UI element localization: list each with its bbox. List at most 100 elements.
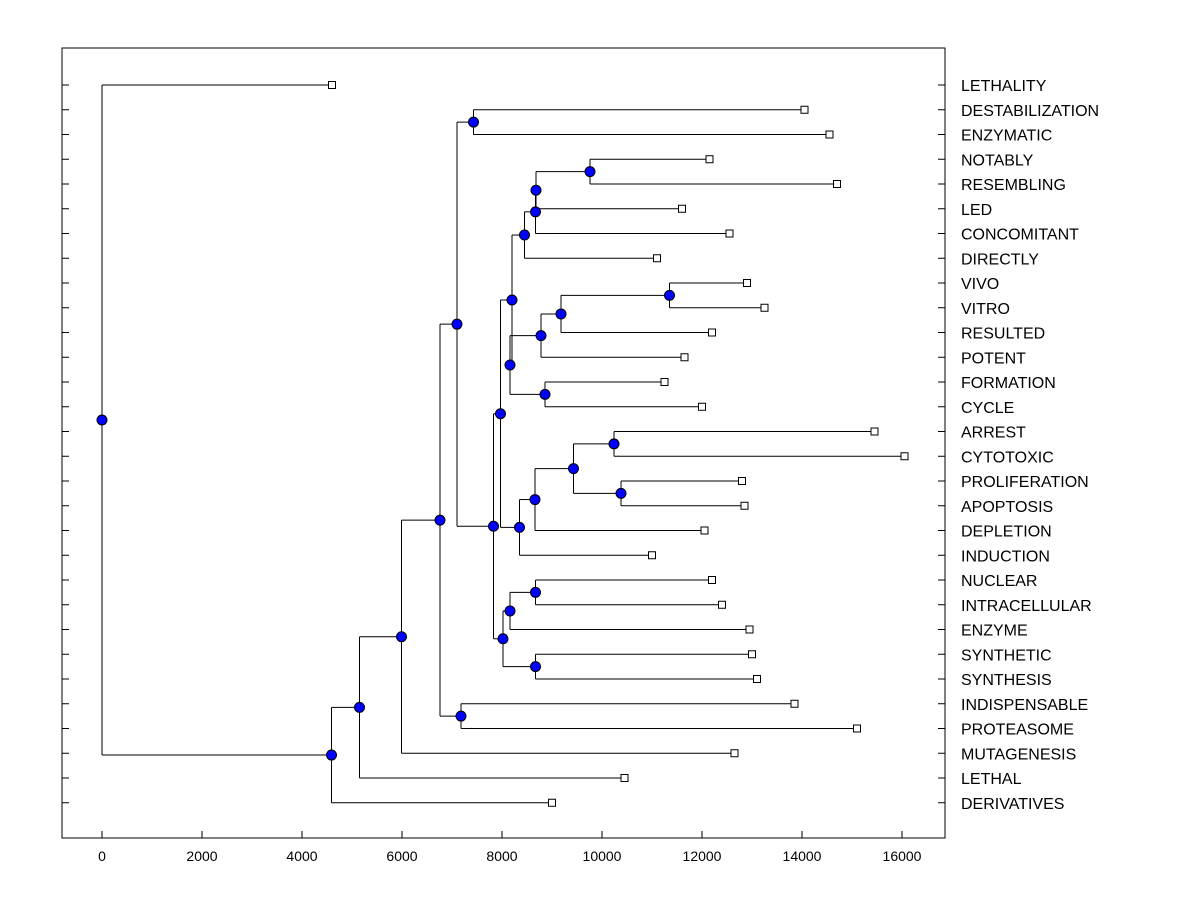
x-tick-label: 6000 [386, 848, 417, 864]
merge-node-n13 [615, 487, 627, 499]
leaf-marker-depletion [700, 526, 709, 535]
x-tick-label: 0 [98, 848, 106, 864]
leaf-marker-notably [705, 155, 714, 164]
leaf-label-resulted: RESULTED [961, 326, 1045, 343]
leaf-label-destabilization: DESTABILIZATION [961, 103, 1099, 120]
leaf-label-notably: NOTABLY [961, 152, 1034, 169]
leaf-label-led: LED [961, 202, 992, 219]
leaf-marker-cycle [698, 402, 706, 411]
merge-node-n21 [497, 633, 509, 645]
leaf-label-enzymatic: ENZYMATIC [961, 128, 1052, 145]
leaf-label-derivatives: DERIVATIVES [961, 796, 1064, 813]
plot-frame [61, 47, 946, 839]
leaf-marker-lethal [620, 774, 629, 782]
leaf-marker-mutagenesis [730, 749, 739, 758]
leaf-label-indispensable: INDISPENSABLE [961, 697, 1088, 714]
leaf-marker-nuclear [708, 576, 716, 584]
merge-node-n11 [506, 294, 518, 306]
leaf-marker-potent [680, 353, 689, 362]
leaf-label-proliferation: PROLIFERATION [961, 474, 1089, 491]
leaf-marker-enzymatic [825, 130, 834, 139]
leaf-marker-proliferation [738, 477, 746, 485]
leaf-marker-arrest [870, 427, 879, 436]
leaf-marker-formation [660, 378, 669, 386]
leaf-marker-lethality [328, 81, 336, 89]
leaf-label-proteasome: PROTEASOME [961, 722, 1074, 739]
merge-node-n28 [326, 749, 337, 761]
merge-node-n4 [530, 206, 541, 218]
leaf-label-lethal: LETHAL [961, 771, 1022, 788]
leaf-label-arrest: ARREST [961, 425, 1026, 442]
merge-node-n3 [530, 184, 542, 196]
merge-node-n29 [96, 414, 108, 426]
leaf-marker-enzyme [745, 625, 754, 634]
merge-node-n8 [535, 330, 547, 342]
axis-ticks: 0 2000 4000 6000 8000 10000 12000 14000 16000 [62, 84, 945, 864]
merge-node-n17 [495, 408, 506, 420]
leaf-marker-destabilization [800, 105, 809, 114]
leaf-marker-resulted [708, 328, 716, 337]
leaf-label-vitro: VITRO [961, 301, 1010, 318]
leaf-marker-intracellular [718, 600, 726, 609]
merge-node-n25 [434, 514, 446, 526]
x-tick-label: 16000 [883, 848, 922, 864]
x-tick-label: 8000 [486, 848, 517, 864]
merge-node-n2 [584, 166, 596, 178]
leaf-marker-vivo [743, 279, 751, 287]
merge-node-n12 [608, 438, 620, 450]
leaf-marker-apoptosis [740, 501, 749, 510]
merge-node-n18 [530, 586, 541, 598]
merge-node-n7 [555, 308, 567, 320]
leaf-label-intracellular: INTRACELLULAR [961, 598, 1092, 615]
x-tick-label: 4000 [286, 848, 317, 864]
leaf-label-vivo: VIVO [961, 276, 999, 293]
merge-node-n9 [539, 388, 551, 400]
merge-node-n5 [519, 229, 530, 241]
leaf-marker-induction [648, 551, 656, 560]
leaf-label-synthesis: SYNTHESIS [961, 672, 1052, 689]
merge-node-n26 [396, 631, 407, 643]
x-tick-label: 2000 [186, 848, 217, 864]
leaf-label-cycle: CYCLE [961, 400, 1014, 417]
merge-node-n15 [529, 494, 541, 506]
leaf-label-cytotoxic: CYTOTOXIC [961, 449, 1054, 466]
merge-nodes [96, 116, 675, 761]
leaf-marker-synthesis [753, 675, 761, 683]
x-tick-label: 12000 [683, 848, 722, 864]
merge-node-n20 [530, 661, 541, 673]
merge-node-n23 [451, 318, 463, 330]
leaf-marker-indispensable [790, 699, 799, 708]
x-tick-label: 10000 [583, 848, 622, 864]
x-tick-label: 14000 [783, 848, 822, 864]
leaf-label-directly: DIRECTLY [961, 251, 1039, 268]
merge-node-n1 [468, 116, 479, 128]
leaf-label-lethality: LETHALITY [961, 78, 1047, 95]
leaf-label-apoptosis: APOPTOSIS [961, 499, 1053, 516]
leaf-label-depletion: DEPLETION [961, 524, 1052, 541]
leaf-label-mutagenesis: MUTAGENESIS [961, 746, 1076, 763]
merge-node-n27 [354, 701, 365, 713]
leaf-label-formation: FORMATION [961, 375, 1056, 392]
merge-node-n19 [504, 605, 516, 617]
dendrogram-links [101, 84, 905, 804]
leaf-marker-concomitant [725, 229, 734, 238]
leaf-marker-derivatives [548, 798, 556, 807]
leaf-label-concomitant: CONCOMITANT [961, 227, 1079, 244]
merge-node-n24 [455, 710, 467, 722]
leaf-label-resembling: RESEMBLING [961, 177, 1066, 194]
merge-node-n14 [568, 463, 579, 475]
leaf-marker-directly [653, 254, 661, 263]
merge-node-n22 [488, 520, 499, 532]
leaf-label-nuclear: NUCLEAR [961, 573, 1037, 590]
leaf-label-enzyme: ENZYME [961, 623, 1028, 640]
leaf-label-induction: INDUCTION [961, 548, 1050, 565]
leaf-label-potent: POTENT [961, 350, 1026, 367]
leaf-marker-resembling [833, 180, 841, 188]
leaf-markers [328, 81, 909, 807]
leaf-marker-cytotoxic [900, 452, 909, 461]
merge-node-n16 [514, 521, 525, 533]
merge-node-n6 [664, 289, 675, 301]
leaf-marker-led [678, 204, 686, 213]
merge-node-n10 [504, 359, 516, 371]
